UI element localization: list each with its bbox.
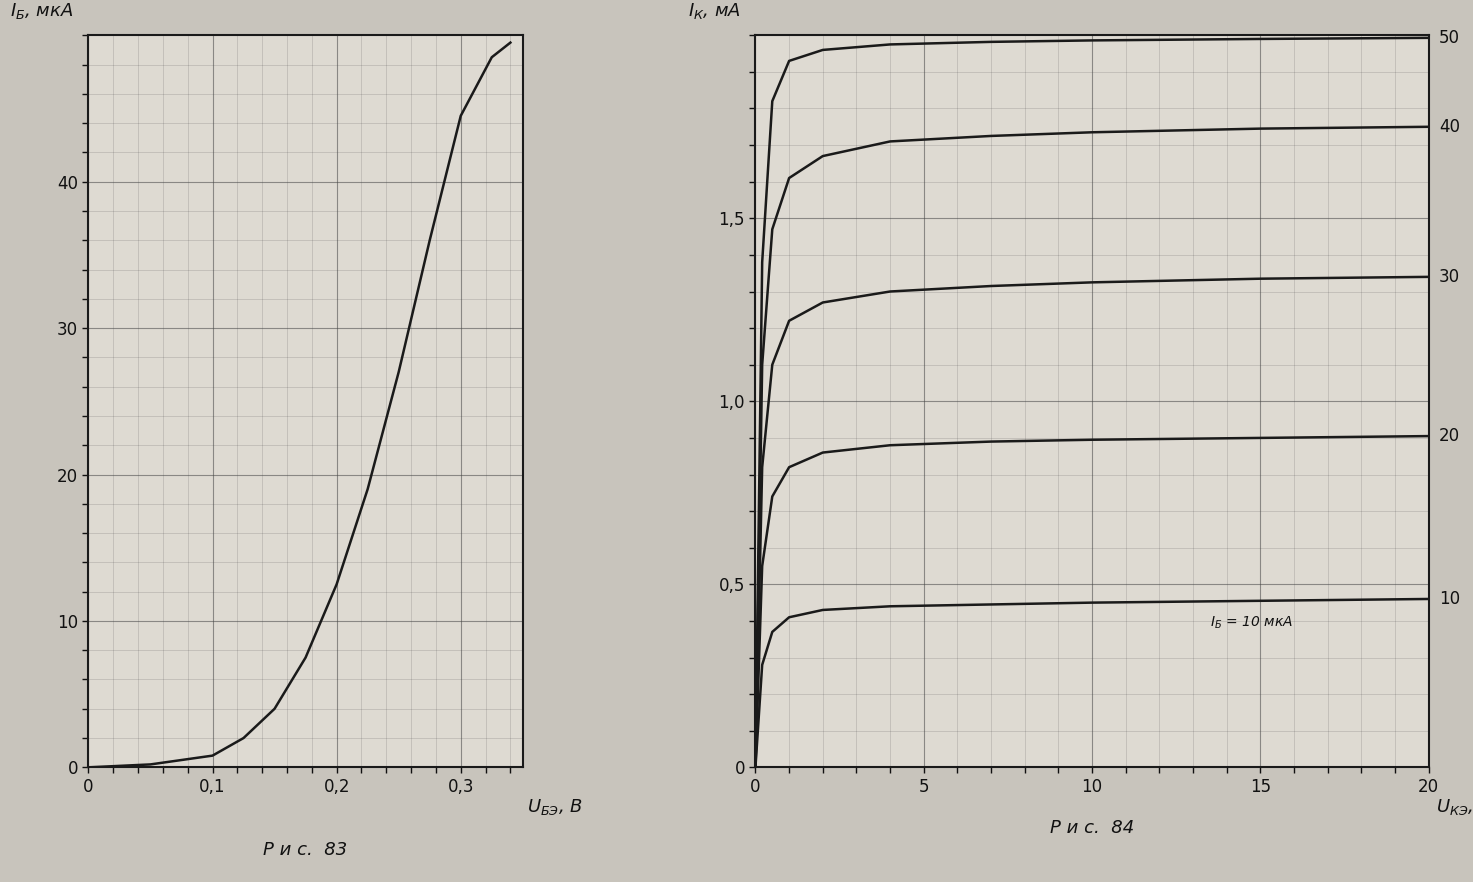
Text: $U_{БЭ}$, В: $U_{БЭ}$, В xyxy=(527,796,583,817)
Text: $I_{Б}$ = 10 мкА: $I_{Б}$ = 10 мкА xyxy=(1209,615,1293,631)
Text: Р и с.  84: Р и с. 84 xyxy=(1050,819,1134,837)
Text: 50: 50 xyxy=(1439,29,1460,47)
Text: Р и с.  83: Р и с. 83 xyxy=(264,841,348,859)
Text: $I_{Б}$, мкА: $I_{Б}$, мкА xyxy=(10,1,74,20)
Text: 30: 30 xyxy=(1439,268,1460,286)
Text: $I_{К}$, мА: $I_{К}$, мА xyxy=(688,1,741,20)
Text: $U_{КЭ}$, В: $U_{КЭ}$, В xyxy=(1436,796,1473,817)
Text: 20: 20 xyxy=(1439,427,1460,445)
Text: 10: 10 xyxy=(1439,590,1460,608)
Text: 40: 40 xyxy=(1439,118,1460,136)
